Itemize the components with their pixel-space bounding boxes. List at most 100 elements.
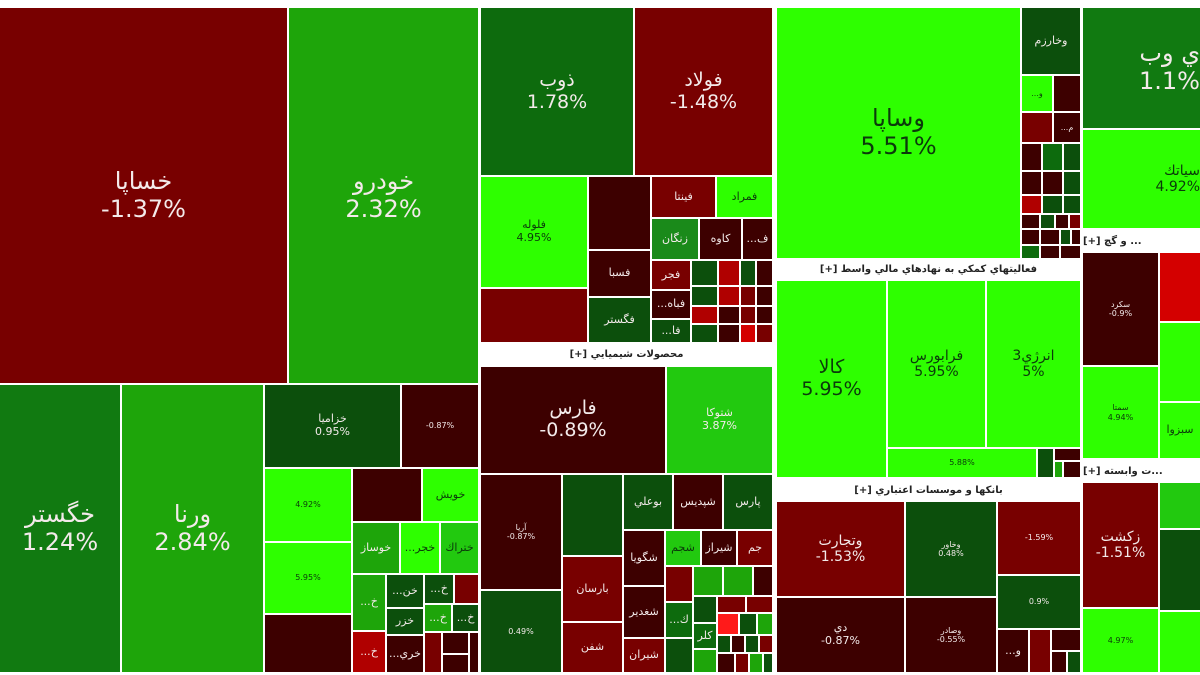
tile[interactable] bbox=[764, 654, 772, 672]
tile[interactable] bbox=[758, 614, 772, 634]
tile[interactable]: 5.95% bbox=[265, 543, 351, 613]
tile-khterak[interactable]: ختراك bbox=[441, 523, 478, 573]
tile[interactable] bbox=[757, 307, 772, 323]
tile[interactable] bbox=[1064, 462, 1080, 477]
tile[interactable]: 5.88% bbox=[888, 449, 1036, 477]
tile[interactable] bbox=[757, 287, 772, 305]
tile[interactable] bbox=[1052, 630, 1080, 650]
tile-shegoya[interactable]: شگويا bbox=[624, 531, 664, 585]
tile-kaveh[interactable]: كاوه bbox=[700, 219, 741, 259]
tile-fgostar[interactable]: فگستر bbox=[589, 298, 650, 342]
tile[interactable] bbox=[1160, 612, 1200, 672]
tile[interactable]: -0.87% bbox=[402, 385, 478, 467]
tile-varna[interactable]: ورنا 2.84% bbox=[122, 385, 263, 672]
tile-zekesht[interactable]: زكشت -1.51% bbox=[1083, 483, 1158, 607]
tile[interactable] bbox=[589, 177, 650, 249]
tile[interactable]: ...خ bbox=[425, 575, 453, 603]
tile[interactable] bbox=[718, 636, 730, 652]
tile-semta[interactable]: سمتا 4.94% bbox=[1083, 367, 1158, 458]
tile-day[interactable]: دي -0.87% bbox=[777, 598, 904, 672]
tile[interactable]: ...خ bbox=[353, 632, 385, 672]
tile[interactable] bbox=[718, 614, 738, 634]
tile[interactable] bbox=[1043, 172, 1062, 194]
tile[interactable] bbox=[746, 636, 758, 652]
tile[interactable] bbox=[747, 597, 772, 612]
tile-arya[interactable]: آريا -0.87% bbox=[481, 475, 561, 589]
tile-foolah[interactable]: فلوله 4.95% bbox=[481, 177, 587, 287]
tile-kala[interactable]: كالا 5.95% bbox=[777, 281, 886, 477]
tile-barsan[interactable]: بارسان bbox=[563, 557, 622, 621]
tile-fmorad[interactable]: فمراد bbox=[717, 177, 772, 217]
tile[interactable] bbox=[1061, 246, 1080, 258]
tile-shepdis[interactable]: شپديس bbox=[674, 475, 722, 529]
tile[interactable] bbox=[754, 567, 772, 595]
tile[interactable] bbox=[1061, 230, 1070, 244]
tile[interactable] bbox=[425, 633, 441, 672]
tile[interactable] bbox=[740, 614, 756, 634]
tile[interactable] bbox=[1043, 144, 1062, 170]
tile[interactable] bbox=[719, 325, 739, 342]
tile[interactable] bbox=[265, 615, 351, 672]
tile[interactable] bbox=[1064, 172, 1080, 194]
tile[interactable]: ...فباه bbox=[652, 291, 690, 318]
tile-iweb[interactable]: ي وب 1.1% bbox=[1083, 8, 1200, 128]
tile[interactable]: ...و bbox=[998, 630, 1028, 672]
tile[interactable] bbox=[1160, 253, 1200, 321]
tile-zob[interactable]: ذوب 1.78% bbox=[481, 8, 633, 175]
tile-vkharazm[interactable]: وخارزم bbox=[1022, 8, 1080, 74]
tile[interactable] bbox=[1041, 215, 1054, 228]
section-header-cement[interactable]: ... و گچ [+] bbox=[1083, 232, 1200, 251]
tile[interactable] bbox=[694, 567, 722, 595]
tile[interactable] bbox=[1055, 449, 1080, 460]
tile-khsapa[interactable]: خساپا -1.37% bbox=[0, 8, 287, 383]
tile[interactable] bbox=[1064, 196, 1080, 213]
tile[interactable] bbox=[1022, 246, 1039, 258]
tile[interactable] bbox=[1030, 630, 1050, 672]
tile[interactable]: 0.9% bbox=[998, 576, 1080, 628]
tile[interactable] bbox=[1160, 323, 1200, 401]
tile[interactable] bbox=[692, 287, 717, 305]
tile[interactable] bbox=[1068, 652, 1080, 672]
tile[interactable]: ...ف bbox=[743, 219, 772, 259]
tile[interactable] bbox=[1022, 215, 1039, 228]
tile[interactable] bbox=[1056, 215, 1068, 228]
tile-vsapa[interactable]: وساپا 5.51% bbox=[777, 8, 1020, 258]
tile[interactable]: 0.49% bbox=[481, 591, 561, 672]
tile[interactable]: ...خ bbox=[453, 605, 478, 631]
tile[interactable] bbox=[692, 325, 717, 342]
tile-khazamia[interactable]: خزاميا 0.95% bbox=[265, 385, 400, 467]
tile[interactable] bbox=[750, 654, 762, 672]
tile-shiraz[interactable]: شيراز bbox=[702, 531, 736, 565]
tile-shetoka[interactable]: شتوكا 3.87% bbox=[667, 367, 772, 473]
tile[interactable] bbox=[1022, 144, 1041, 170]
tile[interactable]: ...و bbox=[1022, 76, 1052, 111]
tile-booali[interactable]: بوعلي bbox=[624, 475, 672, 529]
tile-pars[interactable]: پارس bbox=[724, 475, 772, 529]
tile[interactable] bbox=[481, 289, 587, 342]
tile-sabzva[interactable]: سبزوا bbox=[1160, 403, 1200, 458]
tile[interactable] bbox=[1022, 113, 1052, 142]
tile[interactable]: ...م bbox=[1054, 113, 1080, 142]
tile[interactable] bbox=[443, 655, 468, 672]
tile[interactable] bbox=[455, 575, 478, 603]
tile[interactable] bbox=[1070, 215, 1080, 228]
tile[interactable] bbox=[666, 639, 692, 672]
tile-khojr[interactable]: ...خجر bbox=[401, 523, 439, 573]
tile-shejam[interactable]: شجم bbox=[666, 531, 700, 565]
section-header-financial-aux[interactable]: فعاليتهاي کمکي به نهادهاي مالي واسط [+] bbox=[777, 260, 1080, 279]
tile-khavish[interactable]: خويش bbox=[423, 469, 478, 521]
tile[interactable] bbox=[1041, 246, 1059, 258]
tile[interactable] bbox=[736, 654, 748, 672]
tile[interactable] bbox=[1043, 196, 1062, 213]
tile[interactable] bbox=[1022, 230, 1039, 244]
tile[interactable] bbox=[1052, 652, 1066, 672]
tile[interactable] bbox=[741, 325, 755, 342]
tile-khosaz[interactable]: خوساز bbox=[353, 523, 399, 573]
tile-jam[interactable]: جم bbox=[738, 531, 772, 565]
tile-vsader[interactable]: وصادر -0.55% bbox=[906, 598, 996, 672]
tile-khodro[interactable]: خودرو 2.32% bbox=[289, 8, 478, 383]
tile[interactable]: -1.59% bbox=[998, 502, 1080, 574]
tile[interactable] bbox=[718, 654, 734, 672]
tile[interactable] bbox=[353, 469, 421, 521]
tile[interactable] bbox=[692, 307, 717, 323]
